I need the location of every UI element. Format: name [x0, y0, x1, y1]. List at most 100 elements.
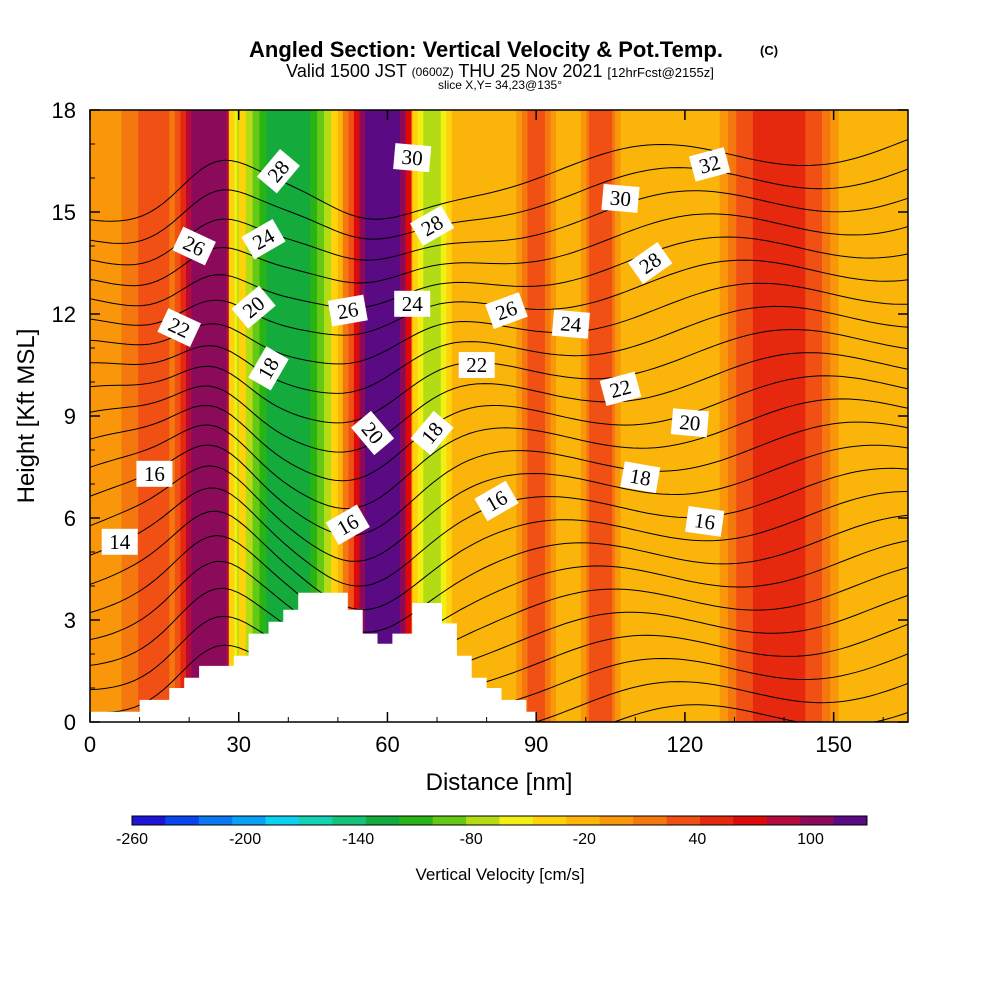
- isentrope-label-box: [231, 285, 276, 329]
- isentrope-label: 22: [599, 371, 642, 407]
- chart-title: Angled Section: Vertical Velocity & Pot.…: [249, 37, 723, 62]
- isentrope-line: [90, 421, 908, 537]
- isentrope-label: 30: [601, 183, 640, 213]
- isentrope-line: [90, 540, 908, 655]
- isentrope-label-text: 24: [559, 311, 583, 337]
- colorbar-swatch: [633, 816, 667, 825]
- colorbar-swatch: [299, 816, 333, 825]
- isentrope-label-box: [101, 528, 138, 555]
- velocity-band: [527, 110, 545, 722]
- isentrope-label-box: [474, 480, 519, 522]
- isentrope-line: [90, 594, 908, 695]
- terrain: [90, 592, 537, 722]
- isentrope-label-text: 14: [109, 530, 131, 554]
- colorbar-tick-label: 100: [797, 831, 824, 848]
- x-tick-label: 90: [524, 732, 548, 757]
- isentrope-label: 18: [410, 410, 454, 456]
- colorbar-swatch: [800, 816, 834, 825]
- y-tick-label: 12: [52, 302, 76, 327]
- x-tick-label: 120: [667, 732, 704, 757]
- forecast-tag: [12hrFcst@2155z]: [607, 65, 713, 80]
- colorbar-tick-label: -260: [116, 831, 148, 848]
- isentrope-line: [90, 514, 908, 633]
- isentrope-label-text: 26: [335, 297, 360, 324]
- colorbar-swatch: [700, 816, 734, 825]
- isentrope-label-box: [248, 346, 289, 391]
- isentrope-line: [90, 329, 908, 424]
- isentrope-label-text: 16: [144, 462, 165, 486]
- isentrope-line: [90, 566, 908, 675]
- isentrope-label: 26: [485, 292, 528, 329]
- x-axis-label: Distance [nm]: [426, 769, 573, 796]
- isentrope-line: [90, 236, 908, 309]
- colorbar-tick-label: 40: [689, 831, 707, 848]
- isentrope-label-text: 20: [678, 410, 701, 436]
- valid-utc: (0600Z): [412, 65, 454, 79]
- isentrope-label-box: [685, 506, 725, 537]
- isentrope-label-text: 30: [401, 145, 424, 171]
- isentrope-label: 24: [551, 309, 590, 339]
- isentrope-label-box: [327, 294, 368, 327]
- isentrope-label-box: [325, 504, 370, 546]
- colorbar-swatch: [833, 816, 868, 825]
- colorbar-swatch: [365, 816, 400, 825]
- isentrope-label-box: [172, 226, 216, 266]
- colorbar-swatch: [165, 816, 200, 825]
- isentrope-label-box: [485, 292, 528, 329]
- colorbar-swatch: [332, 816, 367, 825]
- isentrope-line: [90, 139, 908, 222]
- colorbar-tick-label: -140: [342, 831, 374, 848]
- isentrope-label-text: 22: [466, 353, 487, 377]
- colorbar-swatch: [265, 816, 300, 825]
- isentrope-line: [90, 375, 908, 482]
- colorbar-tick-label: -200: [229, 831, 261, 848]
- isentrope-label-text: 24: [402, 292, 424, 316]
- colorbar-swatch: [466, 816, 500, 825]
- isentrope-label-box: [670, 408, 709, 438]
- valid-time-line: Valid 1500 JST (0600Z) THU 25 Nov 2021 […: [286, 60, 714, 81]
- x-axis-ticks: 0 30 60 90 120 150: [84, 110, 884, 757]
- colorbar-swatch: [766, 816, 801, 825]
- isentrope-label-text: 16: [693, 508, 717, 535]
- isentrope-label: 18: [620, 461, 661, 494]
- colorbar-ticks: -260 -200 -140 -80 -20 40 100: [116, 831, 824, 848]
- y-tick-label: 6: [64, 506, 76, 531]
- y-tick-label: 3: [64, 608, 76, 633]
- isentrope-label: 30: [393, 143, 432, 173]
- isentrope-label-box: [136, 460, 173, 487]
- x-tick-label: 150: [815, 732, 852, 757]
- isentrope-line: [90, 491, 908, 611]
- colorbar-swatch: [666, 816, 701, 825]
- isentrope-label-box: [410, 205, 455, 246]
- x-tick-label: 0: [84, 732, 96, 757]
- isentrope-label-box: [599, 371, 642, 407]
- colorbar: [131, 815, 868, 826]
- isentrope-label-box: [256, 149, 300, 194]
- isentrope-label: 22: [157, 308, 202, 347]
- isentrope-line: [90, 190, 908, 266]
- isentrope-label-box: [241, 218, 286, 260]
- colorbar-swatch: [399, 816, 433, 825]
- vertical-velocity-shading: [90, 110, 839, 722]
- isentrope-label-box: [551, 309, 590, 339]
- colorbar-frame: [131, 815, 868, 826]
- isentrope-label: 14: [101, 528, 138, 555]
- isentrope-line: [90, 623, 908, 715]
- isentrope-label-box: [351, 410, 395, 456]
- x-tick-label: 30: [226, 732, 250, 757]
- colorbar-swatch: [599, 816, 634, 825]
- isentrope-label: 16: [685, 506, 725, 537]
- isentrope-label-box: [157, 308, 202, 347]
- colorbar-swatch: [232, 816, 266, 825]
- isentrope-label: 26: [327, 294, 368, 327]
- colorbar-swatch: [132, 816, 166, 825]
- isentrope-label-box: [393, 143, 432, 173]
- colorbar-swatch: [499, 816, 534, 825]
- valid-prefix: Valid 1500 JST: [286, 61, 407, 81]
- colorbar-swatch: [532, 816, 567, 825]
- isentrope-label-box: [394, 290, 431, 317]
- isentrope-label-box: [601, 183, 640, 213]
- y-axis-label: Height [Kft MSL]: [13, 329, 40, 504]
- isentrope-label-box: [627, 242, 673, 284]
- colorbar-tick-label: -20: [573, 831, 596, 848]
